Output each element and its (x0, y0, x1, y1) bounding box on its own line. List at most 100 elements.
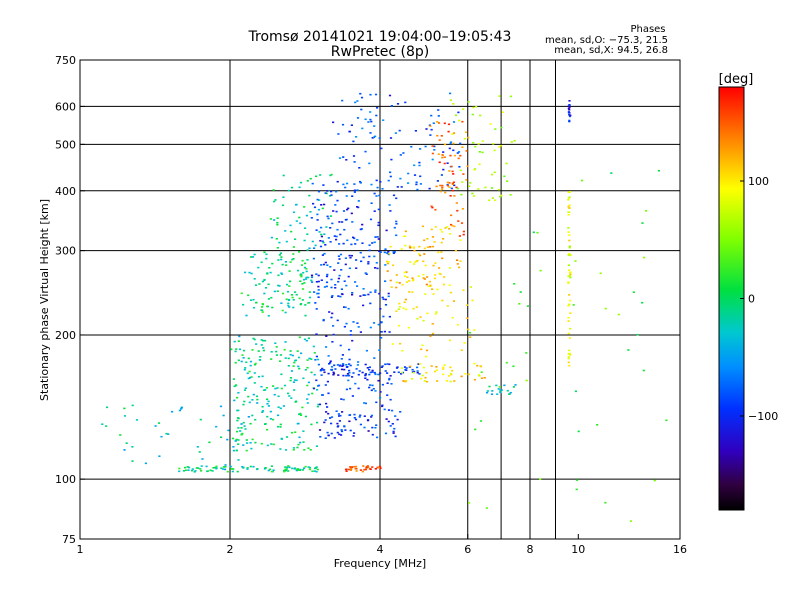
data-point (346, 239, 349, 242)
data-point (182, 470, 186, 472)
data-point (131, 404, 134, 407)
data-point (317, 296, 320, 298)
data-point (419, 175, 422, 178)
data-point (337, 133, 340, 135)
data-point (327, 412, 330, 415)
data-point (247, 294, 250, 297)
data-point (312, 202, 315, 205)
data-point (388, 378, 391, 381)
data-point (295, 469, 298, 472)
data-point (313, 352, 316, 354)
data-point (386, 262, 390, 265)
data-point (636, 333, 639, 336)
data-point (653, 479, 656, 482)
data-point (333, 364, 336, 367)
data-point (293, 379, 296, 381)
data-point (279, 354, 283, 356)
data-point (322, 241, 325, 244)
data-point (345, 195, 348, 197)
data-point (519, 291, 522, 293)
data-point (398, 306, 402, 308)
data-point (437, 109, 440, 111)
data-point (277, 274, 280, 277)
data-point (233, 399, 236, 402)
data-point (349, 256, 352, 259)
data-point (645, 210, 648, 212)
data-point (349, 387, 352, 390)
data-point (397, 324, 401, 327)
data-point (388, 363, 391, 366)
data-point (239, 430, 242, 432)
data-point (469, 336, 472, 338)
data-point (440, 251, 443, 253)
data-point (376, 186, 379, 189)
x-axis-ticks: 1 2 4 6 8 10 16 (77, 534, 687, 556)
data-point (429, 246, 432, 248)
data-point (308, 466, 311, 469)
data-point (395, 281, 398, 284)
data-point (329, 174, 332, 177)
data-point (343, 228, 346, 231)
data-point (336, 319, 339, 322)
data-point (402, 307, 405, 310)
data-point (304, 314, 307, 317)
data-point (569, 254, 572, 256)
data-point (270, 358, 273, 360)
data-point (368, 366, 371, 368)
data-point (332, 121, 335, 124)
data-point (242, 421, 245, 424)
data-point (270, 465, 273, 467)
data-point (320, 226, 323, 229)
data-point (443, 156, 446, 158)
data-point (261, 280, 264, 283)
data-point (389, 279, 392, 282)
data-point (311, 240, 314, 243)
data-point (426, 238, 429, 240)
data-point (410, 145, 413, 148)
data-point (568, 352, 571, 355)
data-point (460, 193, 463, 196)
data-point (325, 402, 328, 405)
data-point (464, 373, 467, 375)
data-point (423, 380, 426, 382)
data-point (275, 346, 278, 348)
data-point (342, 374, 345, 377)
data-point (404, 235, 407, 237)
data-point (235, 348, 238, 350)
data-point (266, 444, 269, 447)
data-point (297, 469, 300, 471)
data-point (568, 253, 571, 255)
data-point (272, 418, 275, 421)
data-point (344, 219, 347, 221)
data-point (391, 423, 394, 425)
data-point (479, 365, 483, 368)
data-point (377, 208, 380, 211)
data-point (293, 361, 296, 364)
data-point (509, 391, 512, 394)
data-point (273, 200, 276, 203)
y-tick-label: 100 (55, 473, 76, 486)
data-point (388, 315, 391, 318)
data-point (409, 365, 412, 368)
data-point (339, 344, 342, 347)
data-point (369, 371, 372, 374)
data-point (493, 171, 496, 174)
data-point (380, 331, 383, 333)
data-point (400, 186, 403, 188)
data-point (307, 302, 310, 304)
data-point (316, 358, 320, 361)
data-point (496, 393, 499, 395)
data-point (455, 202, 458, 204)
data-point (413, 370, 416, 373)
data-point (491, 197, 494, 199)
colorbar-tick-label: −100 (748, 410, 778, 423)
data-point (370, 202, 373, 204)
data-point (459, 239, 462, 241)
data-point (268, 267, 271, 269)
data-point (270, 443, 273, 445)
data-point (389, 137, 393, 139)
data-point (307, 276, 310, 279)
data-point (319, 174, 322, 176)
data-point (409, 261, 412, 263)
data-point (370, 120, 373, 123)
